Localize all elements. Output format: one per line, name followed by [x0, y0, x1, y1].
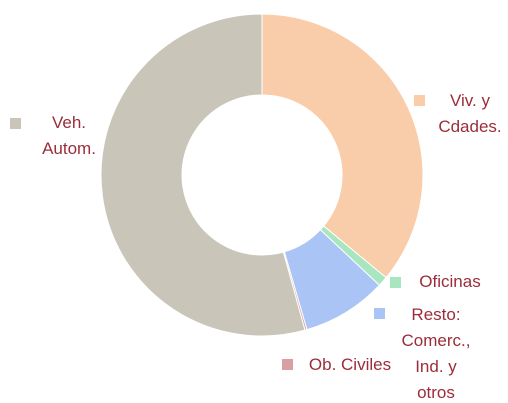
legend-label: Oficinas	[419, 272, 481, 291]
legend-label: Resto: Comerc., Ind. y otros	[401, 305, 471, 402]
legend-marker	[282, 359, 293, 370]
donut-segment	[100, 13, 306, 337]
donut-segment	[261, 13, 424, 279]
legend-marker	[414, 95, 425, 106]
legend-marker	[10, 118, 21, 129]
legend-marker	[374, 308, 385, 319]
legend-label: Ob. Civiles	[308, 355, 392, 374]
legend-label: Viv. y Cdades.	[438, 91, 502, 136]
legend-marker	[390, 277, 401, 288]
legend-label: Veh. Autom.	[42, 113, 96, 158]
